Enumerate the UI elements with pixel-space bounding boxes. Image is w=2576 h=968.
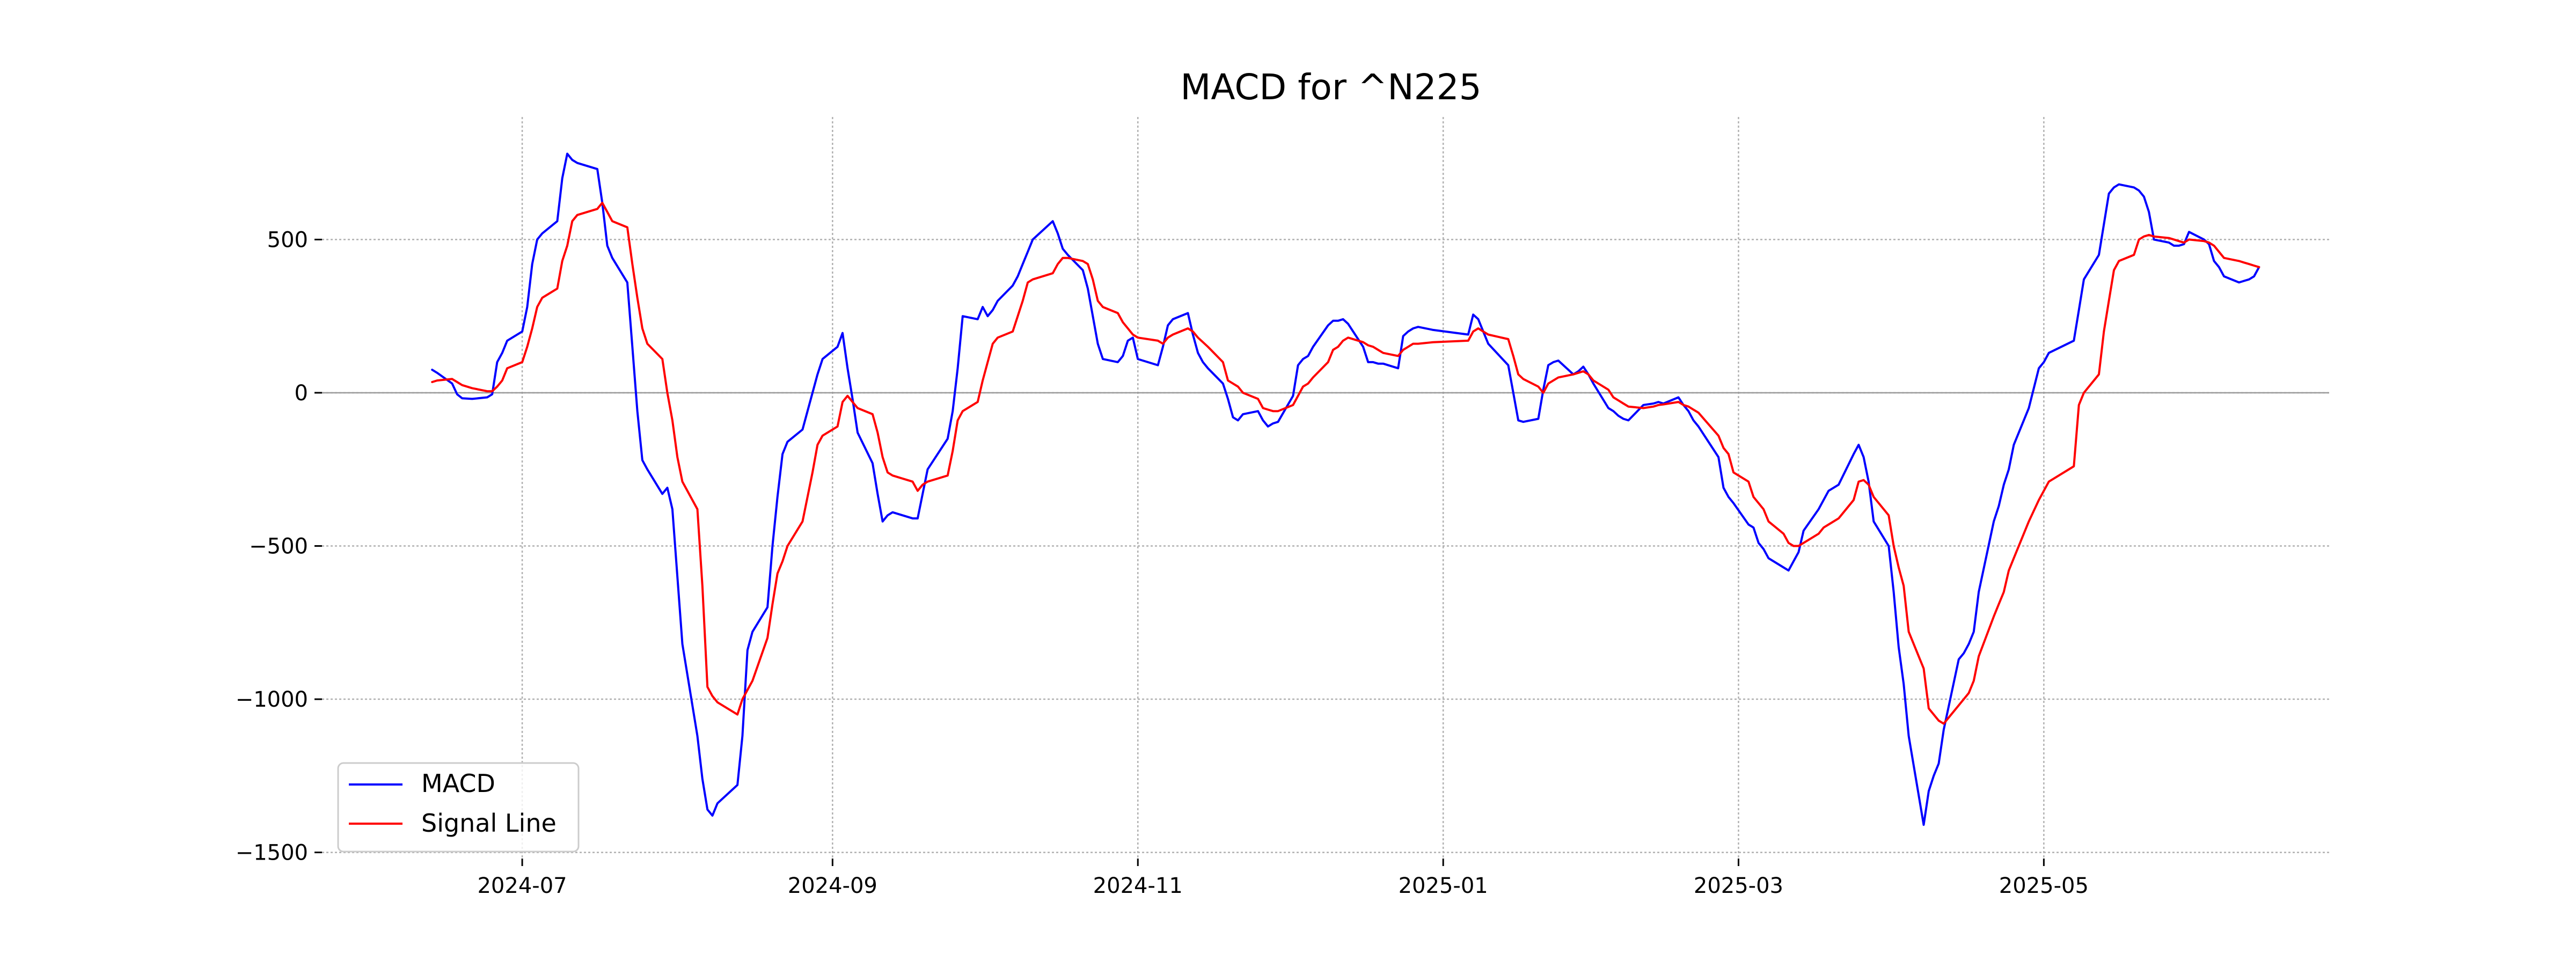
x-axis: 2024-07 2024-09 2024-11 2025-01 2025-03 2025-…: [477, 859, 2089, 898]
y-tick-label: 500: [267, 228, 308, 252]
chart-title: MACD for ^N225: [1180, 67, 1481, 108]
x-tick-label: 2025-01: [1399, 874, 1488, 898]
y-tick-label: 0: [295, 381, 308, 406]
y-axis: 500 0 −500 −1000 −1500: [236, 228, 322, 866]
y-tick-label: −1500: [236, 841, 308, 866]
legend: MACD Signal Line: [337, 762, 580, 853]
x-tick-label: 2024-09: [788, 874, 877, 898]
series-line-macd: [431, 152, 2260, 826]
series-lines: [431, 152, 2260, 826]
legend-label-signal-line: Signal Line: [421, 809, 557, 838]
x-tick-label: 2025-03: [1694, 874, 1783, 898]
gridlines: [322, 117, 2329, 859]
y-tick-label: −1000: [236, 687, 308, 712]
series-line-signal-line: [431, 201, 2260, 725]
legend-label-macd: MACD: [421, 769, 495, 798]
x-tick-label: 2024-11: [1093, 874, 1183, 898]
x-tick-label: 2025-05: [1999, 874, 2089, 898]
x-tick-label: 2024-07: [477, 874, 567, 898]
y-tick-label: −500: [249, 534, 308, 559]
